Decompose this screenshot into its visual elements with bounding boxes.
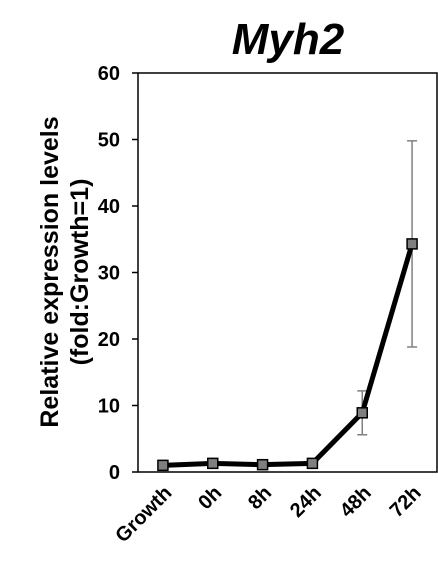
y-axis-label: (fold:Growth=1): [66, 179, 94, 366]
y-tick-label: 20: [98, 329, 120, 351]
y-axis-label: Relative expression levels: [36, 116, 64, 427]
data-line: [162, 243, 415, 468]
x-tick-label: 72h: [386, 482, 426, 522]
marker: [406, 238, 418, 250]
chart-title: Myh2: [232, 15, 345, 64]
x-tick-label: 0h: [194, 482, 226, 514]
y-tick-label: 40: [98, 196, 120, 218]
marker: [306, 457, 319, 470]
marker: [256, 458, 269, 471]
y-tick-label: 30: [98, 263, 120, 285]
marker: [207, 457, 219, 470]
y-tick-label: 60: [98, 63, 120, 85]
x-tick-label: 8h: [244, 482, 276, 514]
y-tick-label: 50: [98, 130, 120, 152]
marker: [157, 459, 169, 472]
plot-area: [137, 72, 438, 473]
y-tick-label: 0: [109, 462, 120, 484]
x-tick-label: Growth: [111, 482, 176, 547]
y-tick-label: 10: [98, 396, 120, 418]
x-tick-label: 24h: [286, 482, 326, 522]
x-tick-label: 48h: [336, 482, 376, 522]
marker: [356, 407, 368, 419]
